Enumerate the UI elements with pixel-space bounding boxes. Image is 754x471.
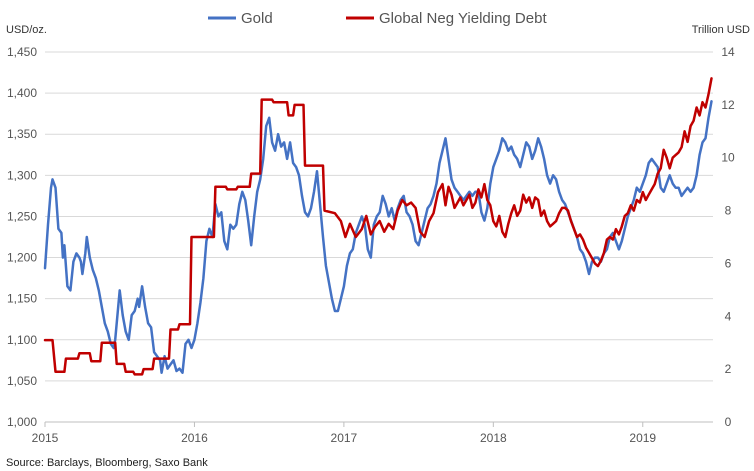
source-note: Source: Barclays, Bloomberg, Saxo Bank (6, 457, 208, 469)
x-tick-label: 2017 (331, 431, 358, 445)
x-tick-labels: 2015 2016 2017 2018 2019 (32, 422, 656, 445)
y-left-tick-label: 1,200 (7, 251, 37, 265)
y-left-tick-label: 1,250 (7, 209, 37, 223)
grid-lines (45, 51, 713, 382)
y-right-tick-labels: 0 2 4 6 8 10 12 14 (721, 45, 735, 429)
series-lines (43, 77, 713, 376)
y-left-tick-labels: 1,000 1,050 1,100 1,150 1,200 1,250 1,300 1,350… (7, 45, 37, 429)
y-left-tick-label: 1,050 (7, 374, 37, 388)
y-left-tick-label: 1,000 (7, 415, 37, 429)
y-left-tick-label: 1,300 (7, 168, 37, 182)
left-axis-label: USD/oz. (6, 24, 47, 36)
y-left-tick-label: 1,400 (7, 86, 37, 100)
y-left-tick-label: 1,350 (7, 127, 37, 141)
x-tick-label: 2019 (629, 431, 656, 445)
y-right-tick-label: 8 (725, 204, 732, 218)
x-tick-label: 2018 (480, 431, 507, 445)
y-right-tick-label: 10 (721, 151, 735, 165)
y-right-tick-label: 14 (721, 45, 735, 59)
x-tick-label: 2015 (32, 431, 59, 445)
y-left-tick-label: 1,450 (7, 45, 37, 59)
y-right-tick-label: 12 (721, 98, 735, 112)
right-axis-label: Trillion USD (692, 24, 750, 36)
y-left-tick-label: 1,150 (7, 292, 37, 306)
legend-label-debt: Global Neg Yielding Debt (379, 10, 547, 27)
y-right-tick-label: 0 (725, 415, 732, 429)
series-line-debt (43, 77, 713, 376)
series-line-gold (43, 100, 713, 374)
legend-label-gold: Gold (241, 10, 273, 27)
legend: Gold Global Neg Yielding Debt (208, 10, 547, 27)
x-tick-label: 2016 (181, 431, 208, 445)
y-right-tick-label: 6 (725, 256, 732, 270)
y-left-tick-label: 1,100 (7, 333, 37, 347)
y-right-tick-label: 4 (725, 309, 732, 323)
y-right-tick-label: 2 (725, 362, 732, 376)
